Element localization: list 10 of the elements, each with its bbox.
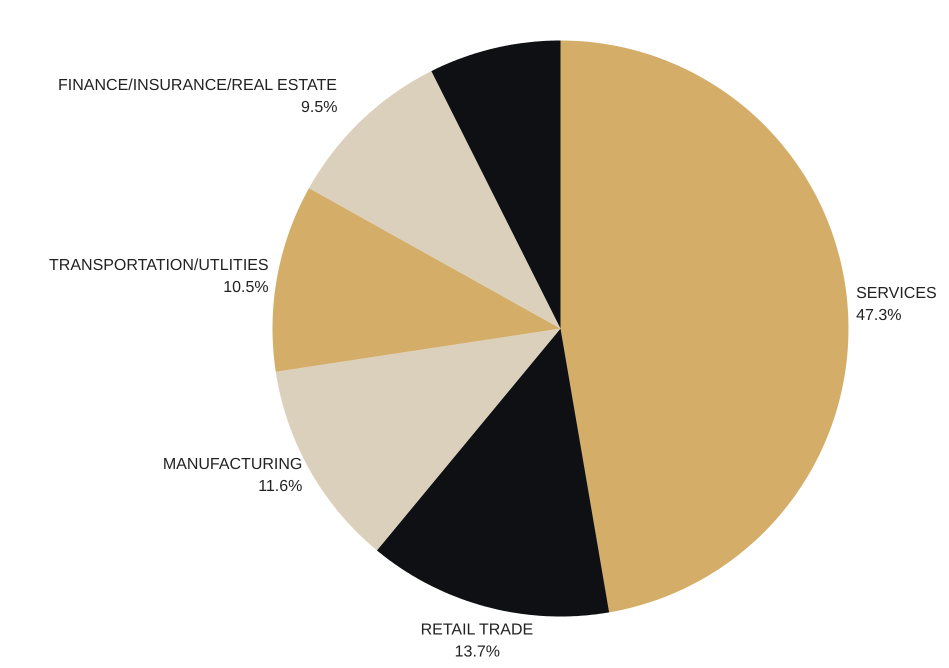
data-label: 13.7%: [454, 644, 500, 661]
data-label: 47.3%: [856, 306, 902, 324]
data-label: 9.5%: [301, 98, 338, 116]
slice-label: RETAIL TRADE: [420, 622, 534, 639]
slice-label: MANUFACTURING: [162, 456, 302, 474]
data-label: 11.6%: [258, 478, 302, 496]
data-label: 10.5%: [223, 279, 269, 296]
slice-label: SERVICES: [856, 284, 937, 302]
slice-label: FINANCE/INSURANCE/REAL ESTATE: [58, 76, 337, 94]
slice-label: TRANSPORTATION/UTLITIES: [49, 257, 269, 274]
